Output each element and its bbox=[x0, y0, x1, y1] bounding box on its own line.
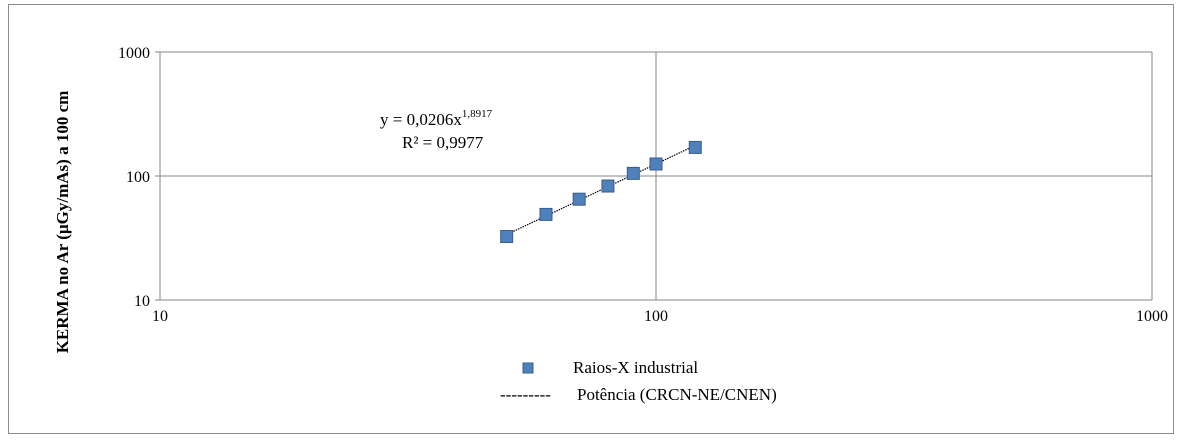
trendline-equation: y = 0,0206x1,8917 bbox=[380, 108, 493, 129]
trendline-power bbox=[506, 144, 696, 236]
x-tick-label-100: 100 bbox=[644, 308, 668, 325]
data-point-100 bbox=[649, 157, 663, 171]
chart-frame bbox=[8, 4, 1174, 434]
y-tick-label-100: 100 bbox=[126, 169, 150, 186]
x-tick-label-1000: 1000 bbox=[1136, 308, 1168, 325]
data-point-120 bbox=[688, 140, 702, 154]
legend-label-raios-x: Raios-X industrial bbox=[573, 358, 698, 377]
data-point-60 bbox=[539, 207, 553, 221]
legend-label-trendline: Potência (CRCN-NE/CNEN) bbox=[577, 385, 777, 404]
legend-marker-raios-x bbox=[522, 362, 534, 374]
y-tick-label-1000: 1000 bbox=[118, 45, 150, 62]
data-point-80 bbox=[601, 179, 615, 193]
legend-trend-prefix: --------- bbox=[500, 385, 551, 404]
legend: Raios-X industrial --------- Potência (C… bbox=[500, 358, 777, 404]
r-squared-label: R² = 0,9977 bbox=[402, 133, 484, 152]
data-point-50 bbox=[500, 230, 514, 244]
equation-base: y = 0,0206x bbox=[380, 110, 462, 129]
data-point-70 bbox=[572, 192, 586, 206]
y-axis-label: KERMA no Ar (µGy/mAs) a 100 cm bbox=[53, 91, 72, 354]
y-tick-label-10: 10 bbox=[134, 293, 150, 310]
equation-exponent: 1,8917 bbox=[462, 108, 493, 120]
data-marks bbox=[500, 140, 702, 244]
plot-area: 10 100 1000 10 100 1000 bbox=[118, 45, 1168, 325]
x-tick-label-10: 10 bbox=[152, 308, 168, 325]
data-point-90 bbox=[626, 166, 640, 180]
